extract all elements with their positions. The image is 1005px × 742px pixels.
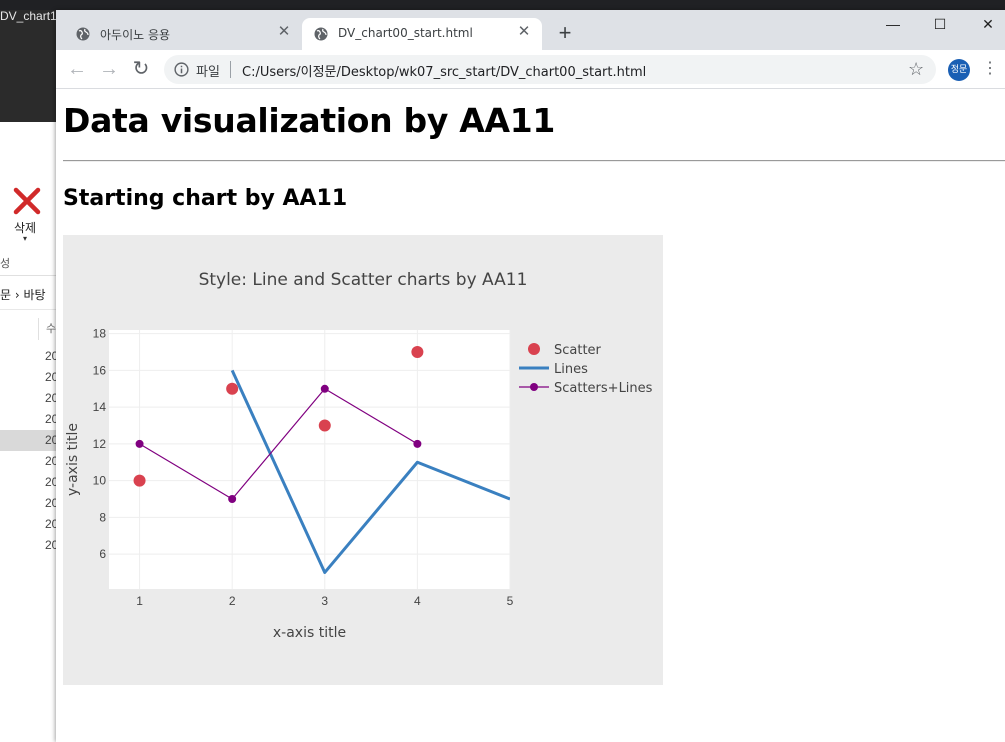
legend-label: Scatter — [554, 343, 602, 358]
series-line-scatters-lines — [139, 388, 418, 500]
close-icon[interactable]: ✕ — [517, 23, 531, 40]
file-list-row[interactable]: 20 — [0, 514, 56, 535]
tab-dv-chart[interactable]: DV_chart00_start.html ✕ — [302, 18, 542, 50]
tab-title: 아두이노 응용 — [100, 28, 171, 42]
desktop-top-strip — [0, 0, 1005, 10]
y-tick-label: 16 — [93, 363, 107, 377]
file-date-text: 20 — [45, 475, 56, 489]
y-tick-label: 8 — [99, 510, 106, 524]
data-point — [228, 494, 237, 503]
column-separator[interactable] — [38, 318, 39, 340]
page-subtitle: Starting chart by AA11 — [63, 186, 348, 211]
window-close-icon[interactable]: ✕ — [982, 16, 994, 32]
file-list-row[interactable]: 20 — [0, 430, 56, 451]
forward-arrow-icon[interactable]: → — [99, 58, 119, 80]
chart-title: Style: Line and Scatter charts by AA11 — [199, 270, 528, 290]
globe-icon — [76, 27, 90, 41]
file-list-row[interactable]: 20 — [0, 388, 56, 409]
background-window-title: DV_chart1 — [0, 9, 56, 23]
reload-icon[interactable]: ↻ — [132, 58, 150, 80]
breadcrumb-divider — [0, 309, 56, 310]
file-date-text: 20 — [45, 412, 56, 426]
minimize-icon[interactable]: — — [886, 16, 900, 32]
file-date-text: 20 — [45, 538, 56, 552]
address-bar[interactable]: 파일 C:/Users/이정문/Desktop/wk07_src_start/D… — [164, 55, 936, 84]
tab-arduino[interactable]: 아두이노 응용 ✕ — [64, 18, 302, 50]
delete-button-label[interactable]: 삭제 — [14, 221, 37, 235]
url-text[interactable]: C:/Users/이정문/Desktop/wk07_src_start/DV_c… — [242, 65, 647, 80]
background-window-titlebar — [0, 0, 56, 122]
file-date-text: 20 — [45, 349, 56, 363]
plot-area — [109, 330, 510, 589]
tab-strip: 아두이노 응용 ✕ DV_chart00_start.html ✕ + — ☐ … — [56, 10, 1005, 50]
info-icon[interactable] — [174, 62, 189, 77]
three-dots-icon[interactable]: ⋮ — [982, 60, 998, 77]
file-list-row[interactable]: 20 — [0, 535, 56, 556]
delete-icon[interactable] — [12, 186, 42, 216]
file-list-row[interactable]: 20 — [0, 346, 56, 367]
y-tick-label: 12 — [93, 437, 107, 451]
profile-avatar[interactable]: 정문 — [948, 59, 970, 81]
y-tick-label: 14 — [93, 400, 107, 414]
legend-label: Lines — [554, 362, 588, 377]
scheme-label: 파일 — [196, 65, 220, 80]
data-point — [135, 439, 144, 448]
file-list-row[interactable]: 20 — [0, 472, 56, 493]
file-date-text: 20 — [45, 496, 56, 510]
breadcrumb[interactable]: 문 › 바탕 — [0, 288, 46, 302]
file-date-text: 20 — [45, 433, 56, 447]
x-tick-label: 1 — [136, 594, 143, 608]
data-point — [318, 419, 331, 432]
tab-title: DV_chart00_start.html — [338, 26, 473, 40]
background-explorer-window: DV_chart1 삭제 ▾ 성 문 › 바탕 수 20 20 20 20 20 20 20… — [0, 0, 56, 742]
globe-icon — [314, 27, 328, 41]
file-list-row[interactable]: 20 — [0, 367, 56, 388]
browser-window: 아두이노 응용 ✕ DV_chart00_start.html ✕ + — ☐ … — [56, 10, 1005, 742]
file-list-row[interactable]: 20 — [0, 451, 56, 472]
file-date-text: 20 — [45, 454, 56, 468]
star-icon[interactable]: ☆ — [908, 59, 925, 79]
chevron-down-icon[interactable]: ▾ — [23, 234, 28, 243]
y-tick-label: 6 — [99, 547, 106, 561]
x-tick-label: 2 — [229, 594, 236, 608]
y-tick-label: 18 — [93, 327, 107, 341]
horizontal-rule — [63, 160, 1005, 162]
x-tick-label: 4 — [414, 594, 421, 608]
data-point — [320, 384, 329, 393]
data-point — [226, 382, 239, 395]
column-header[interactable]: 수 — [46, 322, 56, 335]
series-line-lines — [230, 369, 510, 574]
data-point — [413, 439, 422, 448]
y-axis-title: y-axis title — [65, 423, 81, 496]
file-date-text: 20 — [45, 391, 56, 405]
maximize-icon[interactable]: ☐ — [933, 16, 947, 32]
legend-label: Scatters+Lines — [554, 381, 653, 396]
legend-marker — [530, 383, 538, 391]
x-axis-title: x-axis title — [273, 625, 346, 641]
legend-marker — [528, 343, 540, 355]
ribbon-group-label: 성 — [0, 257, 11, 270]
file-list-row[interactable]: 20 — [0, 493, 56, 514]
back-arrow-icon[interactable]: ← — [67, 58, 87, 80]
data-point — [411, 346, 424, 359]
new-tab-button[interactable]: + — [558, 20, 572, 45]
data-point — [133, 474, 146, 487]
page-title: Data visualization by AA11 — [63, 101, 556, 140]
x-tick-label: 3 — [321, 594, 328, 608]
browser-toolbar: ← → ↻ 파일 C:/Users/이정문/Desktop/wk07_src_s… — [56, 50, 1005, 89]
file-date-text: 20 — [45, 370, 56, 384]
x-tick-label: 5 — [507, 594, 514, 608]
close-icon[interactable]: ✕ — [277, 23, 291, 40]
url-separator — [230, 61, 231, 78]
file-list-row[interactable]: 20 — [0, 409, 56, 430]
y-tick-label: 10 — [93, 474, 107, 488]
file-date-text: 20 — [45, 517, 56, 531]
ribbon-divider — [0, 275, 56, 276]
